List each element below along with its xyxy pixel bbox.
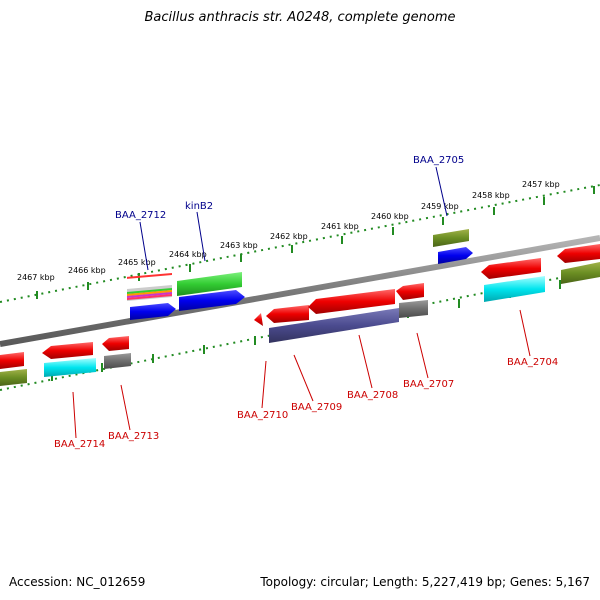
gene-BAA_2713[interactable] xyxy=(104,353,131,369)
gene-BAA_2705[interactable] xyxy=(438,247,473,264)
genome-backbone xyxy=(0,235,600,347)
gene-arrow-right-red[interactable] xyxy=(557,244,600,263)
gene-label-BAA_2705: BAA_2705 xyxy=(413,155,464,166)
gene-BAA_2704[interactable] xyxy=(484,276,545,302)
gene-arrow-BAA_2712b[interactable] xyxy=(130,303,176,320)
tick-label-2459: 2459 kbp xyxy=(421,202,459,211)
tick-label-2466: 2466 kbp xyxy=(68,266,106,275)
gene-gray-right[interactable] xyxy=(399,300,428,318)
gene-BAA_2714-red[interactable] xyxy=(42,342,93,359)
gene-arrow-right-olive[interactable] xyxy=(561,262,600,284)
tick-label-2461: 2461 kbp xyxy=(321,222,359,231)
gene-label-BAA_2707: BAA_2707 xyxy=(403,379,454,390)
gene-BAA_2707[interactable] xyxy=(396,283,424,300)
gene-BAA_2712[interactable] xyxy=(127,272,172,301)
tick-label-2458: 2458 kbp xyxy=(472,191,510,200)
tick-label-2460: 2460 kbp xyxy=(371,212,409,221)
gene-label-BAA_2712: BAA_2712 xyxy=(115,210,166,221)
genome-title: Bacillus anthracis str. A0248, complete … xyxy=(144,10,456,25)
gene-label-BAA_2708: BAA_2708 xyxy=(347,390,398,401)
tick-label-2463: 2463 kbp xyxy=(220,241,258,250)
ruler-ticks-upper xyxy=(36,186,595,299)
gene-label-BAA_2709: BAA_2709 xyxy=(291,402,342,413)
gene-label-BAA_2710: BAA_2710 xyxy=(237,410,288,421)
gene-BAA_2708[interactable] xyxy=(308,289,395,314)
ruler-upper xyxy=(0,184,600,303)
forward-label-lines xyxy=(139,166,448,271)
tick-label-2467: 2467 kbp xyxy=(17,273,55,282)
gene-BAA_2709[interactable] xyxy=(266,305,309,323)
gene-purple[interactable] xyxy=(269,308,399,343)
gene-label-BAA_2704: BAA_2704 xyxy=(507,357,558,368)
genome-summary: Topology: circular; Length: 5,227,419 bp… xyxy=(260,575,590,589)
accession-label: Accession: NC_012659 xyxy=(9,575,146,589)
tick-label-2462: 2462 kbp xyxy=(270,232,308,241)
tick-label-2465: 2465 kbp xyxy=(118,258,156,267)
gene-arrow-left-olive-1[interactable] xyxy=(0,369,27,386)
tick-label-2464: 2464 kbp xyxy=(169,250,207,259)
gene-BAA_2710[interactable] xyxy=(254,313,263,326)
gene-label-BAA_2713: BAA_2713 xyxy=(108,431,159,442)
gene-BAA_2704-red[interactable] xyxy=(481,258,541,279)
gene-kinB2[interactable] xyxy=(177,272,245,311)
gene-BAA_2714[interactable] xyxy=(44,358,96,377)
gene-arrow-left-red-1[interactable] xyxy=(0,352,24,369)
gene-label-BAA_2714: BAA_2714 xyxy=(54,439,105,450)
gene-arrow-olive-top[interactable] xyxy=(433,229,469,247)
gene-BAA_2713-red[interactable] xyxy=(102,336,129,351)
gene-label-kinB2: kinB2 xyxy=(185,201,213,212)
reverse-label-lines xyxy=(72,309,531,439)
tick-label-2457: 2457 kbp xyxy=(522,180,560,189)
